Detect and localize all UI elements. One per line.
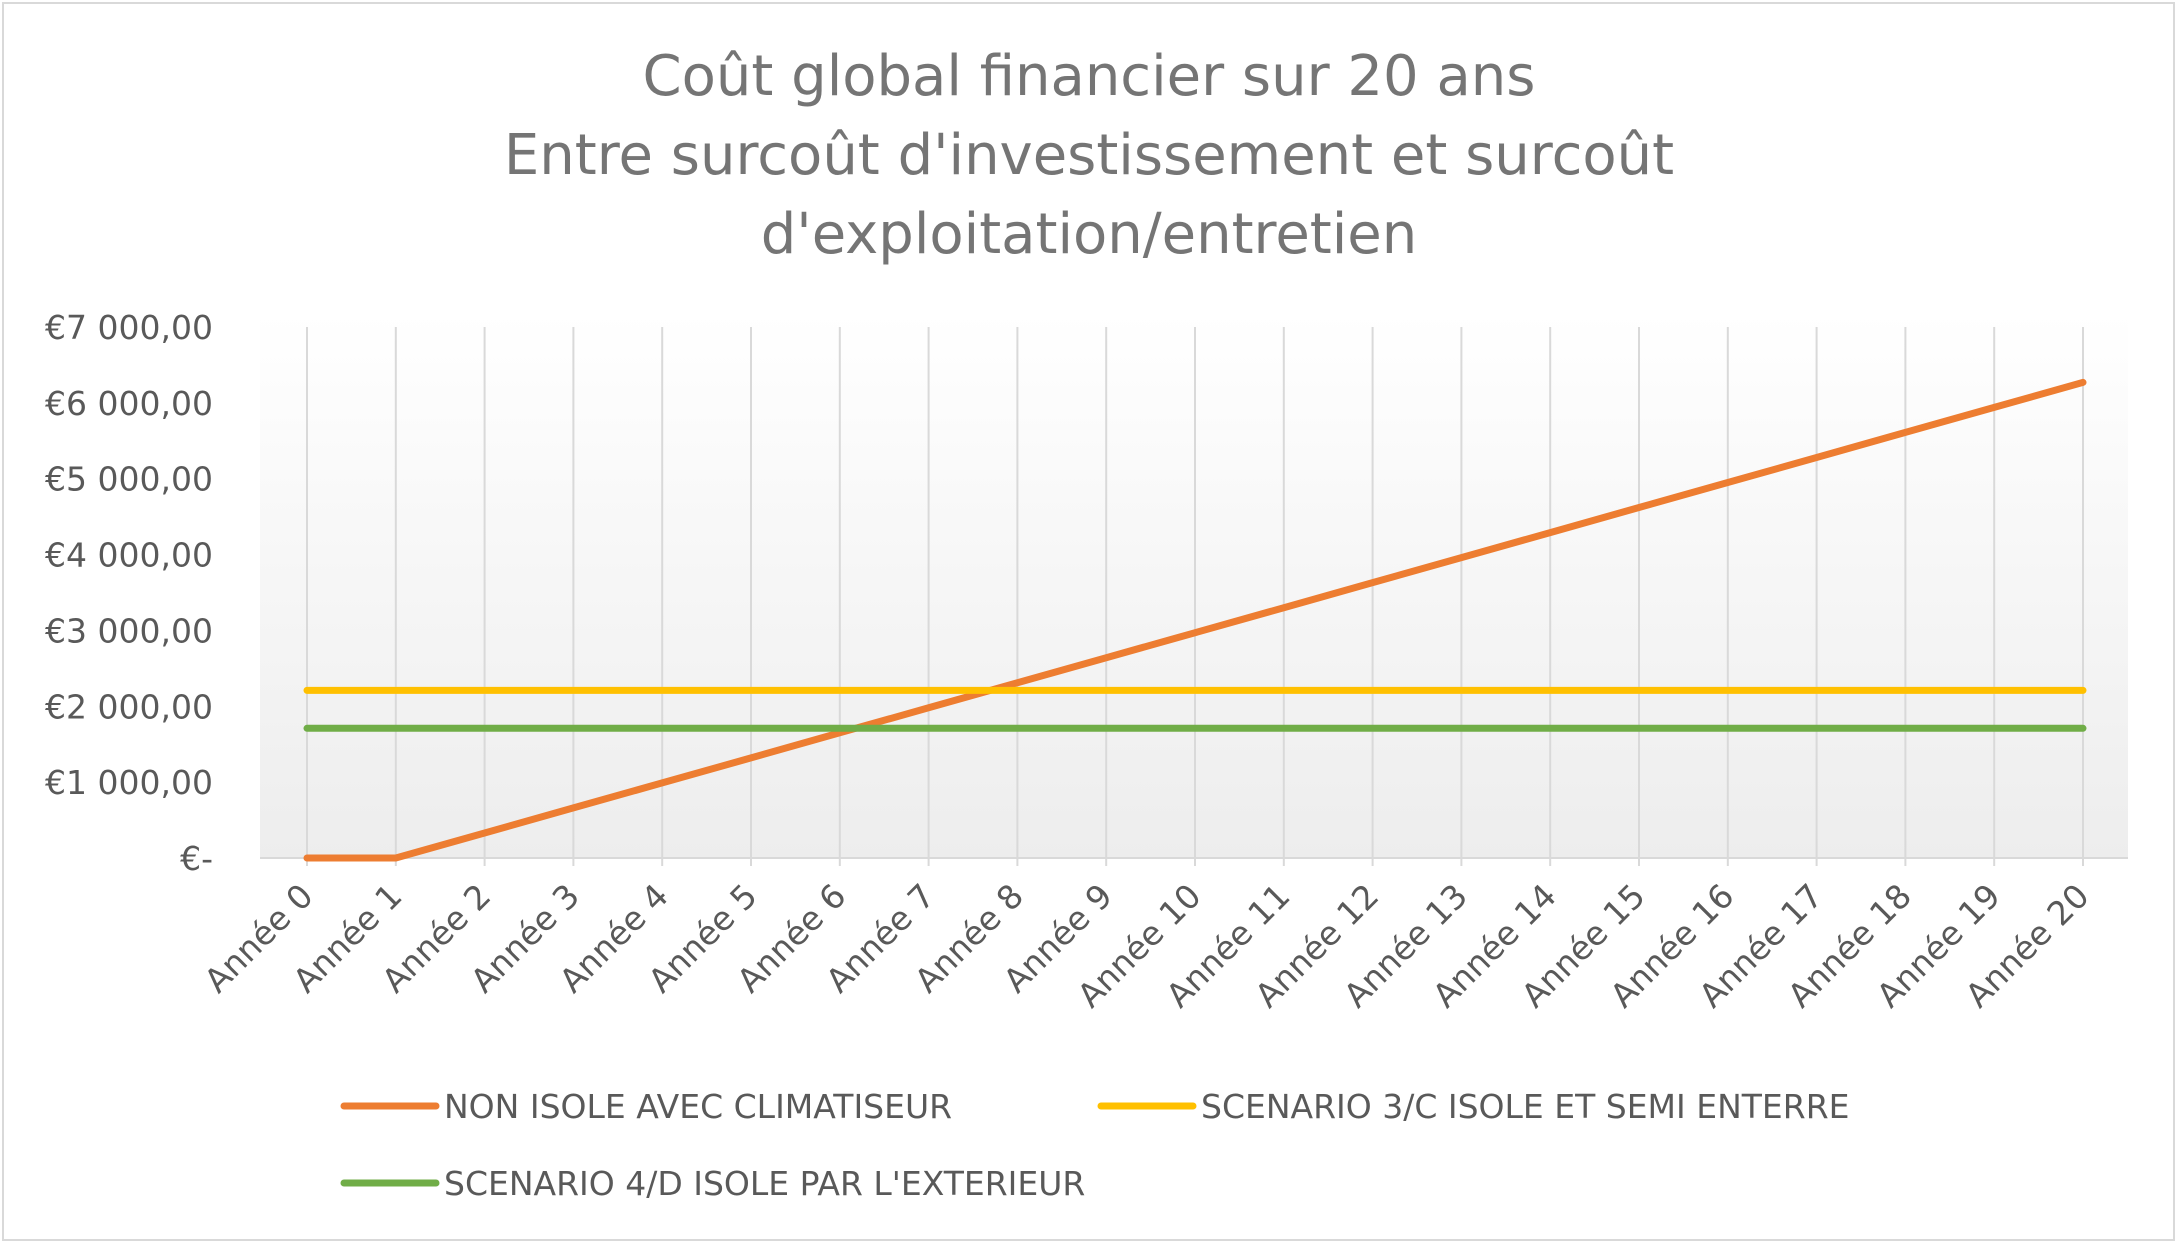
legend-label-0: NON ISOLE AVEC CLIMATISEUR: [444, 1087, 952, 1126]
legend: NON ISOLE AVEC CLIMATISEUR SCENARIO 3/C I…: [340, 1087, 1850, 1203]
legend-label-2: SCENARIO 4/D ISOLE PAR L'EXTERIEUR: [444, 1164, 1085, 1203]
y-tick-label: €7 000,00: [45, 308, 213, 347]
y-tick-label: €-: [180, 839, 213, 878]
y-tick-label: €6 000,00: [45, 384, 213, 423]
series-line-0: [303, 378, 2087, 862]
y-tick-label: €4 000,00: [45, 536, 213, 575]
y-tick-label: €3 000,00: [45, 611, 213, 650]
y-tick-label: €5 000,00: [45, 460, 213, 499]
y-axis: €- €1 000,00 €2 000,00 €3 000,00 €4 000,00 €5…: [45, 308, 213, 878]
chart-title: Coût global financier sur 20 ans Entre su…: [504, 44, 1674, 267]
gridlines: [260, 327, 2128, 866]
chart-title-line-1: Entre surcoût d'investissement et surcoû…: [504, 123, 1674, 188]
y-tick-label: €1 000,00: [45, 763, 213, 802]
chart-title-line-2: d'exploitation/entretien: [761, 202, 1418, 267]
series-lines: [303, 378, 2087, 862]
legend-label-1: SCENARIO 3/C ISOLE ET SEMI ENTERRE: [1201, 1087, 1850, 1126]
chart-title-line-0: Coût global financier sur 20 ans: [643, 44, 1536, 109]
y-tick-label: €2 000,00: [45, 687, 213, 726]
